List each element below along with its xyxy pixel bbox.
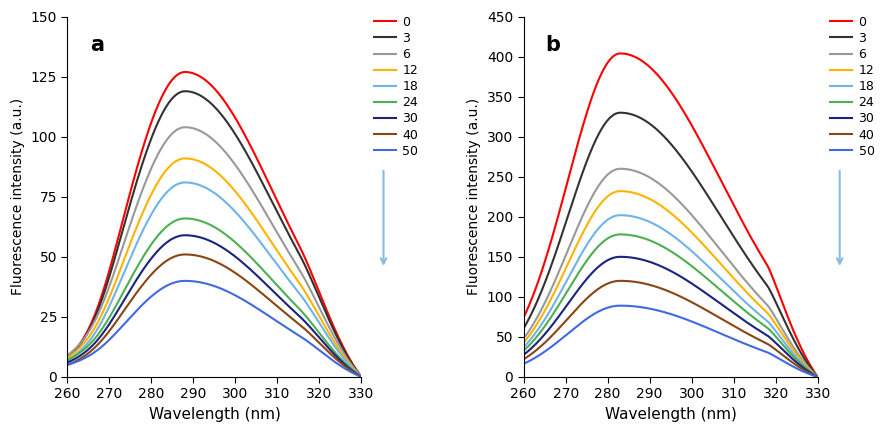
Legend: 0, 3, 6, 12, 18, 24, 30, 40, 50: 0, 3, 6, 12, 18, 24, 30, 40, 50	[830, 16, 874, 158]
Text: a: a	[89, 35, 104, 55]
Text: b: b	[546, 35, 561, 55]
Legend: 0, 3, 6, 12, 18, 24, 30, 40, 50: 0, 3, 6, 12, 18, 24, 30, 40, 50	[374, 16, 418, 158]
X-axis label: Wavelength (nm): Wavelength (nm)	[149, 407, 280, 422]
X-axis label: Wavelength (nm): Wavelength (nm)	[605, 407, 736, 422]
Y-axis label: Fluorescence intensity (a.u.): Fluorescence intensity (a.u.)	[12, 98, 25, 295]
Y-axis label: Fluorescence intensity (a.u.): Fluorescence intensity (a.u.)	[467, 98, 481, 295]
